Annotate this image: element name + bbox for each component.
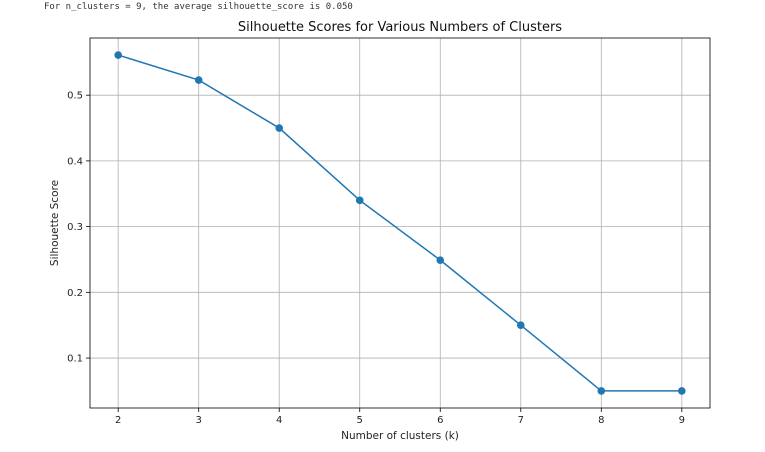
x-tick-label: 4 (276, 415, 282, 426)
y-tick-label: 0.3 (67, 222, 83, 233)
y-tick-label: 0.1 (67, 354, 83, 365)
x-tick-label: 7 (518, 415, 524, 426)
y-tick-label: 0.4 (67, 156, 83, 167)
data-point-marker (194, 76, 203, 84)
data-point-marker (275, 124, 284, 132)
x-tick-label: 6 (437, 415, 443, 426)
chart-title: Silhouette Scores for Various Numbers of… (238, 20, 562, 35)
data-point-marker (678, 387, 686, 395)
data-point-marker (436, 256, 445, 264)
axis-ticks: 2 3 4 5 6 7 8 9 0.1 0.2 0.3 0.4 0.5 (67, 91, 685, 426)
grid-lines (90, 38, 710, 408)
plot-area-frame (89, 37, 711, 409)
x-tick-label: 9 (679, 415, 685, 426)
data-point-marker (355, 196, 364, 205)
x-tick-label: 5 (357, 415, 363, 426)
series-silhouette-scores (114, 51, 686, 395)
data-point-marker (597, 387, 606, 395)
y-tick-label: 0.5 (67, 91, 83, 102)
data-point-marker (114, 51, 122, 59)
y-tick-label: 0.2 (67, 288, 83, 299)
y-axis-label: Silhouette Score (49, 180, 61, 266)
x-tick-label: 8 (598, 415, 604, 426)
x-tick-label: 3 (196, 415, 202, 426)
console-output-line: For n_clusters = 9, the average silhouet… (44, 2, 353, 12)
x-axis-label: Number of clusters (k) (341, 430, 459, 442)
x-tick-label: 2 (115, 415, 121, 426)
series-line (117, 54, 682, 392)
data-point-marker (516, 321, 525, 329)
